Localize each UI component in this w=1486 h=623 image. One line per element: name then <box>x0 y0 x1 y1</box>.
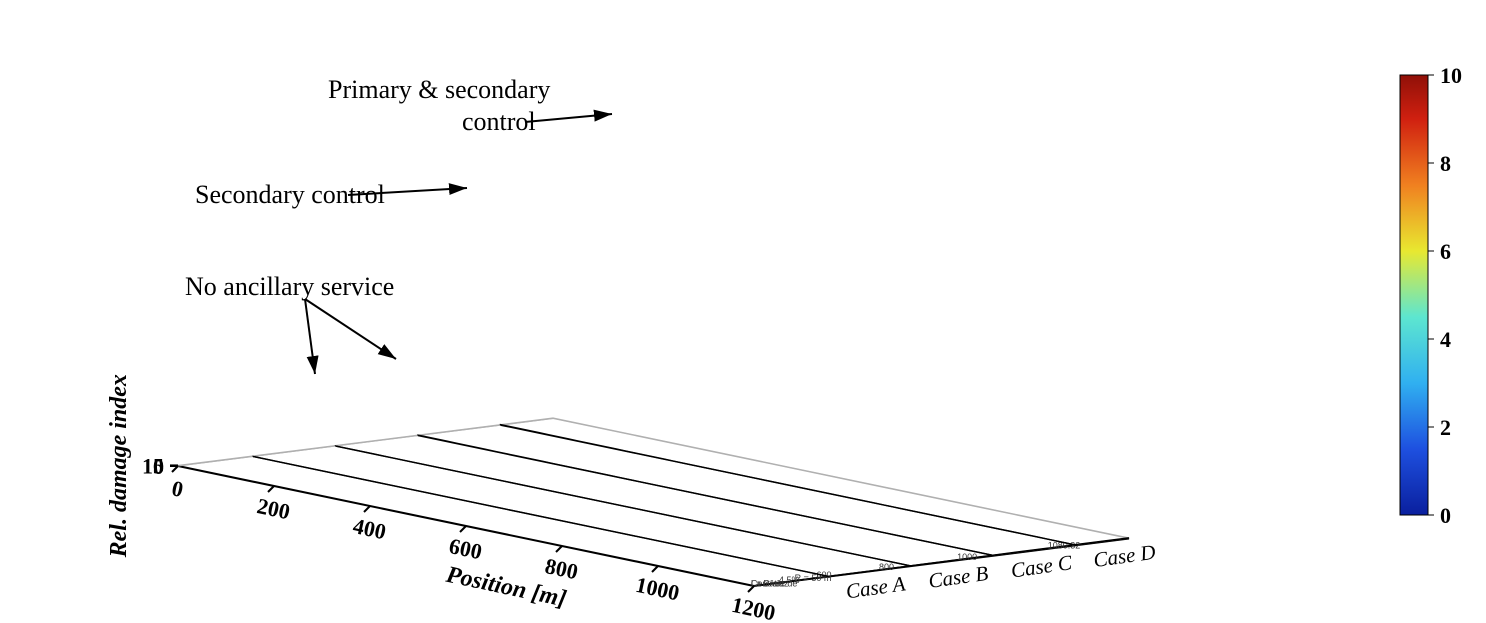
series-case-d <box>501 425 1077 546</box>
series-case-a <box>253 456 829 576</box>
series-case-b <box>336 446 912 566</box>
svg-text:La Bâtiaz: La Bâtiaz <box>751 578 789 588</box>
series-case-c <box>418 435 994 555</box>
colorbar-tick: 4 <box>1440 327 1451 352</box>
annotation-text: Primary & secondary <box>328 75 550 104</box>
colorbar-tick: 10 <box>1440 63 1462 88</box>
svg-text:R = 50 m: R = 50 m <box>795 573 832 583</box>
x-tick: 600 <box>447 533 484 564</box>
colorbar-tick: 6 <box>1440 239 1451 264</box>
annotation-arrow <box>305 299 315 374</box>
svg-text:1000: 1000 <box>957 552 977 562</box>
x-tick: 800 <box>543 553 580 584</box>
series-label: Case D <box>1092 540 1157 572</box>
x-tick: 0 <box>170 475 186 502</box>
colorbar <box>1400 75 1428 515</box>
series-label: Case A <box>844 571 907 603</box>
svg-text:800: 800 <box>879 562 894 572</box>
series-label: Case C <box>1009 550 1074 582</box>
annotation-arrow <box>305 299 396 359</box>
colorbar-tick: 2 <box>1440 415 1451 440</box>
series-label: Case B <box>927 561 990 593</box>
x-tick: 1000 <box>633 572 681 606</box>
z-tick: 10 <box>142 453 164 478</box>
z-axis-label: Rel. damage index <box>106 374 132 558</box>
annotation-text: No ancillary service <box>185 272 394 301</box>
annotation-arrow <box>525 114 612 122</box>
x-tick: 1200 <box>729 592 777 623</box>
chart-3d-damage-index: { "canvas": {"w":1486,"h":623}, "origin3… <box>0 0 1486 623</box>
colorbar-tick: 8 <box>1440 151 1451 176</box>
plot-svg: 1080.321000800600R = 50 m4.5%Centrale de… <box>0 0 1486 623</box>
colorbar-tick: 0 <box>1440 503 1451 528</box>
x-tick: 200 <box>255 493 292 524</box>
x-tick: 400 <box>351 513 388 544</box>
annotation-text: control <box>462 107 536 136</box>
